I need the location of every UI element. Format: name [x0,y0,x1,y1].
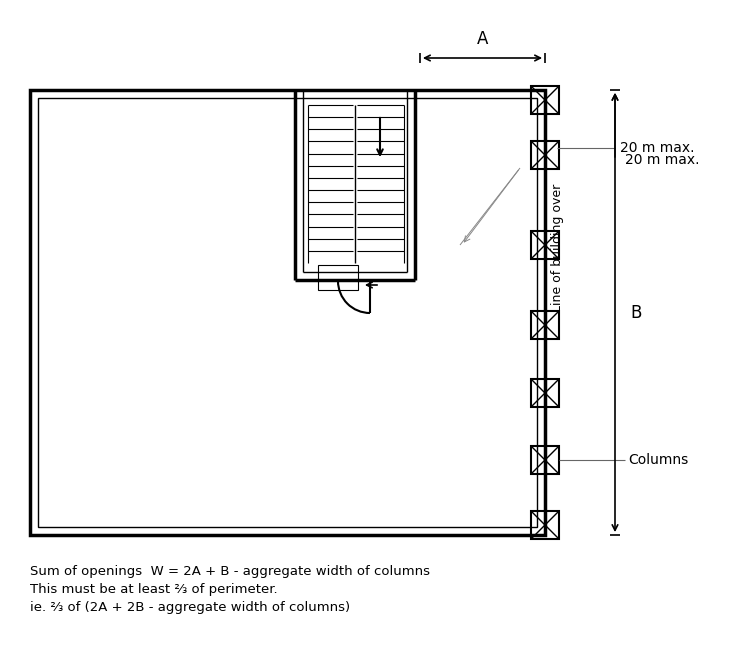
Text: ie. ⅔ of (2A + 2B - aggregate width of columns): ie. ⅔ of (2A + 2B - aggregate width of c… [30,601,350,614]
Bar [531,446,559,474]
Text: A: A [477,30,488,48]
Bar [531,511,559,539]
Text: This must be at least ⅔ of perimeter.: This must be at least ⅔ of perimeter. [30,583,278,596]
Bar [531,141,559,169]
Bar [531,231,559,259]
Text: Line of building over: Line of building over [551,184,565,312]
Bar [30,90,545,535]
Bar [318,265,358,290]
Text: 20 m max.: 20 m max. [620,141,695,155]
Bar [531,379,559,407]
Text: B: B [630,303,641,322]
Text: 20 m max.: 20 m max. [625,153,700,167]
Text: Columns: Columns [628,453,688,467]
Text: Sum of openings  W = 2A + B - aggregate width of columns: Sum of openings W = 2A + B - aggregate w… [30,565,430,578]
Bar [38,98,537,527]
Bar [531,86,559,114]
Bar [531,311,559,339]
